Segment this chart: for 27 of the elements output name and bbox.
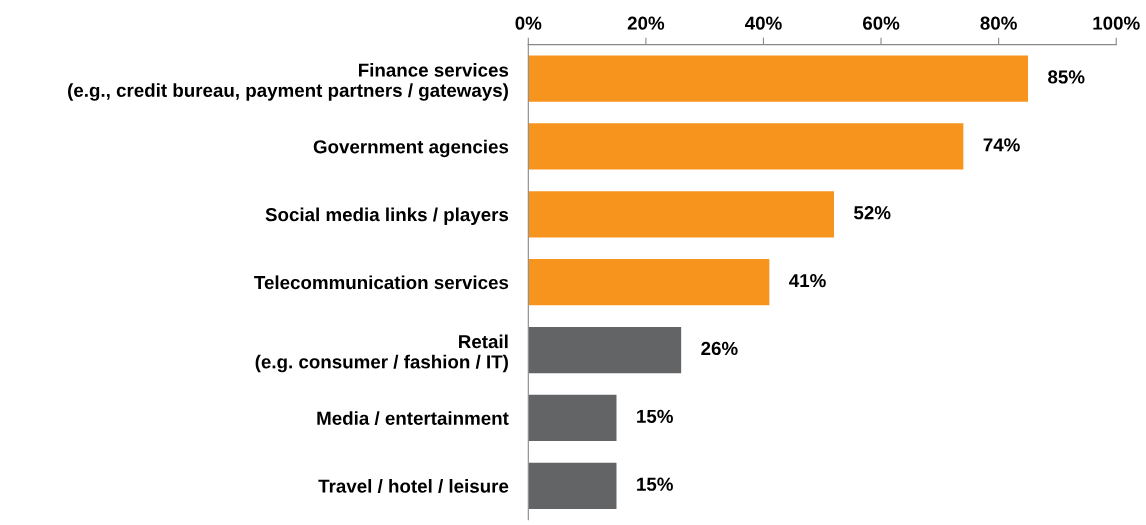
y-tick-label: Social media links / players	[265, 207, 509, 225]
data-label: 15%	[637, 409, 673, 423]
x-tick-label: 60%	[862, 16, 900, 30]
bar	[528, 55, 1029, 102]
x-tick-label: 20%	[627, 16, 665, 30]
y-tick-label: Finance services (e.g., credit bureau, payment partners / gateways)	[68, 63, 509, 101]
bar	[528, 394, 617, 442]
bar	[528, 462, 617, 509]
x-tick-label: 0%	[515, 16, 542, 30]
y-tick-label: Media / entertainment	[317, 411, 509, 426]
bar	[528, 326, 682, 374]
y-tick-label: Travel / hotel / leisure	[318, 479, 509, 493]
x-tick-label: 80%	[980, 16, 1017, 30]
data-label: 85%	[1048, 70, 1085, 84]
x-tick-label: 100%	[1093, 16, 1140, 30]
data-label: 15%	[637, 477, 673, 491]
data-label: 52%	[854, 206, 891, 220]
y-tick-label: Government agencies	[313, 139, 509, 158]
bar	[528, 123, 964, 170]
x-tick-label: 40%	[744, 16, 782, 30]
y-tick-label: Telecommunication services	[254, 275, 509, 290]
y-tick-label: Retail (e.g. consumer / fashion / IT)	[255, 334, 508, 373]
bar	[528, 259, 770, 306]
data-label: 26%	[701, 341, 738, 356]
data-label: 41%	[789, 273, 826, 288]
data-label: 74%	[983, 138, 1020, 152]
bar	[528, 191, 835, 238]
